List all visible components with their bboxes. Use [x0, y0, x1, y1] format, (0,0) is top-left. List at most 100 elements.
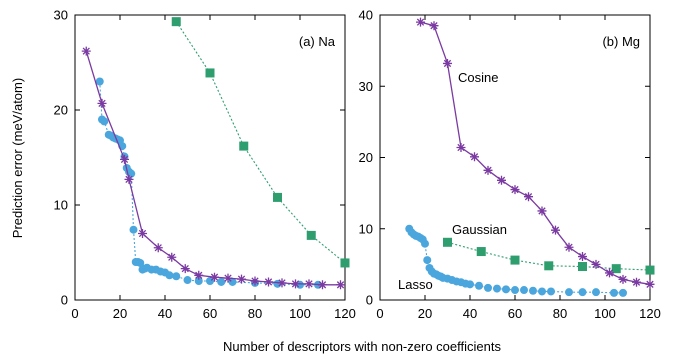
na-lasso-line [99, 81, 318, 286]
panel-na-frame [74, 14, 346, 301]
na-y-tick-label: 20 [54, 103, 68, 118]
mg-cosine-point [483, 165, 493, 175]
mg-x-tick-label: 120 [639, 306, 661, 321]
mg-cosine-point [605, 268, 614, 278]
mg-cosine-point [510, 185, 520, 195]
mg-series-lasso [405, 224, 627, 297]
mg-gaussian-point [476, 247, 486, 257]
panel-mg: 0 20 40 60 80 100 120 0 10 20 30 40 (b) Mg Cosine G… [359, 8, 661, 322]
mg-cosine-point [443, 58, 452, 68]
mg-cosine-point [537, 206, 547, 216]
mg-gaussian-point [544, 261, 554, 271]
mg-cosine-point [632, 277, 641, 287]
na-gaussian-point [340, 258, 350, 268]
na-gaussian-point [273, 192, 282, 202]
mg-lasso-point [475, 281, 483, 290]
mg-cosine-point [429, 21, 439, 31]
panel-na: 0 20 40 60 80 100 120 0 10 20 30 (a) Na [54, 8, 356, 322]
na-gaussian-point [205, 68, 215, 78]
mg-gaussian-point [510, 255, 520, 265]
mg-lasso-point [493, 284, 501, 293]
na-series-cosine [81, 46, 345, 290]
mg-lasso-point [484, 283, 492, 292]
na-cosine-point [237, 274, 246, 284]
mg-cosine-point [618, 274, 628, 284]
na-y-tick-label: 30 [54, 8, 68, 23]
mg-lasso-point [502, 285, 510, 294]
na-gaussian-point [306, 230, 316, 240]
na-cosine-point [180, 264, 190, 274]
mg-y-tick-label: 30 [359, 79, 373, 94]
na-cosine-point [291, 279, 300, 289]
panel-na-ticks: 0 20 40 60 80 100 120 0 10 20 30 [54, 8, 356, 322]
na-cosine-point [81, 46, 91, 56]
na-cosine-point [336, 280, 345, 290]
mg-lasso-point [592, 288, 600, 297]
mg-cosine-point [578, 252, 587, 262]
mg-gaussian-point [645, 265, 655, 275]
mg-gaussian-point [443, 237, 452, 247]
mg-x-tick-label: 100 [594, 306, 616, 321]
panel-na-label: (a) Na [299, 34, 336, 49]
panel-mg-series [405, 17, 655, 297]
na-cosine-point [153, 243, 163, 253]
na-series-gaussian [171, 17, 350, 268]
mg-series-gaussian [443, 237, 655, 275]
na-cosine-point [124, 174, 134, 184]
na-lasso-point [165, 271, 174, 280]
na-cosine-point [223, 273, 233, 283]
na-cosine-point [167, 252, 177, 262]
mg-lasso-point [511, 286, 519, 295]
mg-y-tick-label: 20 [359, 150, 373, 165]
mg-lasso-point [529, 286, 537, 295]
na-gaussian-point [171, 17, 181, 27]
na-x-tick-label: 0 [71, 306, 78, 321]
mg-y-tick-label: 0 [366, 293, 373, 308]
na-lasso-point [100, 117, 109, 126]
mg-y-tick-label: 10 [359, 221, 373, 236]
mg-cosine-point [645, 279, 655, 289]
na-x-tick-label: 60 [203, 306, 217, 321]
series-label-cosine: Cosine [458, 70, 498, 85]
mg-cosine-point [551, 225, 560, 235]
na-x-tick-label: 120 [334, 306, 356, 321]
na-cosine-point [318, 280, 327, 290]
panel-na-series [81, 17, 350, 290]
x-axis-label: Number of descriptors with non-zero coef… [223, 339, 501, 354]
na-x-tick-label: 80 [248, 306, 262, 321]
mg-lasso-point [565, 288, 573, 297]
panel-mg-ticks: 0 20 40 60 80 100 120 0 10 20 30 40 [359, 8, 661, 322]
mg-cosine-point [564, 242, 574, 252]
mg-cosine-point [497, 175, 506, 185]
na-cosine-point [97, 98, 107, 108]
mg-cosine-point [416, 17, 425, 27]
na-x-tick-label: 40 [158, 306, 172, 321]
mg-lasso-point [538, 287, 546, 296]
series-label-lasso: Lasso [398, 277, 433, 292]
mg-x-tick-label: 80 [553, 306, 567, 321]
mg-lasso-point [547, 287, 555, 296]
y-axis-label: Prediction error (meV/atom) [10, 78, 25, 238]
mg-lasso-point [423, 256, 432, 265]
mg-series-cosine [416, 17, 655, 289]
mg-x-tick-label: 0 [376, 306, 383, 321]
na-cosine-point [264, 277, 273, 287]
na-gaussian-line [175, 21, 346, 264]
na-y-tick-label: 10 [54, 198, 68, 213]
mg-lasso-point [610, 288, 618, 297]
panel-mg-label: (b) Mg [602, 34, 640, 49]
na-lasso-point [217, 277, 226, 286]
na-gaussian-point [239, 141, 249, 151]
mg-cosine-point [470, 152, 479, 162]
mg-cosine-point [591, 259, 601, 269]
mg-lasso-point [466, 280, 474, 289]
mg-lasso-point [578, 288, 587, 297]
na-cosine-point [138, 229, 147, 238]
mg-x-tick-label: 20 [418, 306, 432, 321]
na-cosine-point [250, 276, 260, 286]
na-lasso-point [194, 277, 203, 285]
na-cosine-point [120, 154, 129, 164]
na-y-tick-label: 0 [61, 293, 68, 308]
na-lasso-point [129, 225, 138, 234]
